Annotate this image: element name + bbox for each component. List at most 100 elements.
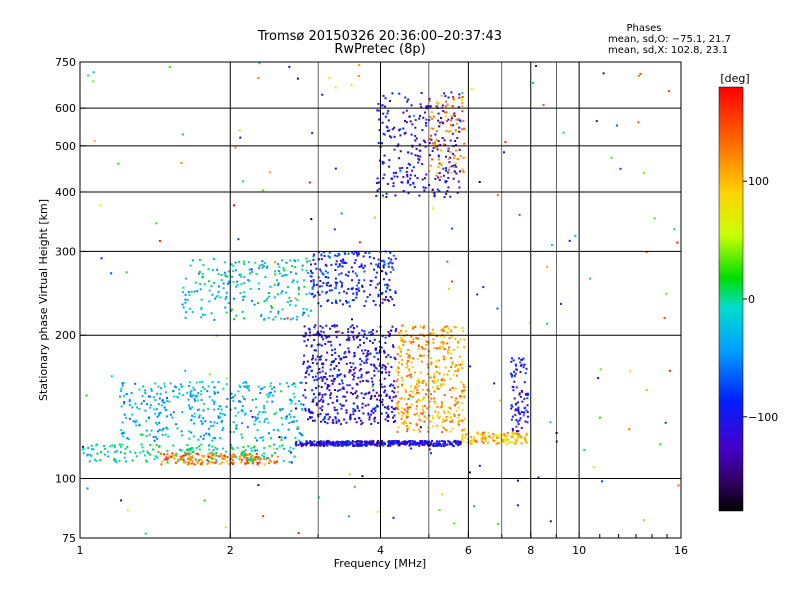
data-point <box>428 400 431 403</box>
data-point <box>447 168 450 171</box>
data-point <box>295 272 298 275</box>
data-point <box>299 433 302 435</box>
data-point <box>462 440 465 443</box>
data-point <box>386 298 389 301</box>
data-point <box>242 180 245 183</box>
data-point <box>457 340 460 343</box>
data-point <box>384 368 387 371</box>
data-point <box>413 186 416 189</box>
data-point <box>455 364 458 367</box>
data-point <box>330 361 333 363</box>
data-point <box>481 436 484 439</box>
data-point <box>140 402 143 405</box>
data-point <box>411 123 414 126</box>
data-point <box>227 280 230 283</box>
data-point <box>423 441 426 444</box>
data-point <box>232 448 235 451</box>
data-point <box>415 442 418 445</box>
data-point <box>357 335 360 337</box>
data-point <box>337 355 340 358</box>
colorbar-tick-label: −100 <box>748 411 778 424</box>
data-point <box>414 134 417 137</box>
data-point <box>510 418 513 421</box>
data-point <box>191 462 194 465</box>
data-point <box>351 393 354 396</box>
data-point <box>416 424 419 427</box>
data-point <box>436 101 439 104</box>
data-point <box>403 420 406 423</box>
data-point <box>512 386 515 389</box>
data-point <box>421 347 424 350</box>
data-point <box>362 397 365 399</box>
data-point <box>385 395 388 397</box>
data-point <box>199 381 201 384</box>
data-point <box>352 299 355 301</box>
data-point <box>321 393 324 396</box>
data-point <box>328 416 331 419</box>
data-point <box>392 171 395 174</box>
data-point <box>272 428 275 431</box>
data-point <box>213 392 216 395</box>
data-point <box>351 251 354 254</box>
data-point <box>92 80 95 83</box>
data-point <box>496 194 499 197</box>
data-point <box>419 114 421 117</box>
data-point <box>314 349 317 352</box>
data-point <box>305 443 308 446</box>
data-point <box>257 77 260 80</box>
data-point <box>432 115 435 118</box>
data-point <box>412 181 415 184</box>
data-point <box>343 251 346 254</box>
data-point <box>461 438 464 441</box>
data-point <box>517 430 520 433</box>
data-point <box>366 352 369 355</box>
data-point <box>354 409 357 412</box>
data-point <box>446 373 449 376</box>
data-point <box>314 358 317 361</box>
data-point <box>154 455 157 458</box>
data-point <box>410 447 413 450</box>
data-point <box>432 444 435 447</box>
data-point <box>365 442 368 445</box>
data-point <box>159 392 162 395</box>
data-point <box>188 385 191 387</box>
data-point <box>397 400 400 403</box>
data-point <box>425 105 428 108</box>
data-point <box>447 410 450 413</box>
data-point <box>463 127 466 130</box>
data-point <box>243 450 245 453</box>
data-point <box>172 453 175 456</box>
data-point <box>374 303 377 306</box>
data-point <box>378 281 381 284</box>
data-point <box>471 441 474 444</box>
data-point <box>266 393 269 396</box>
series-f2-cusp <box>375 91 462 199</box>
data-point <box>461 367 464 370</box>
data-point <box>406 408 409 411</box>
data-point <box>311 362 314 364</box>
data-point <box>127 438 130 440</box>
data-point <box>454 140 457 142</box>
data-point <box>312 354 314 357</box>
data-point <box>144 392 147 394</box>
data-point <box>333 409 336 412</box>
data-point <box>94 458 96 461</box>
data-point <box>318 371 321 374</box>
data-point <box>348 384 351 387</box>
data-point <box>384 271 387 274</box>
series-f-trace-lower <box>294 439 462 448</box>
data-point <box>428 100 431 102</box>
data-point <box>281 444 284 447</box>
data-point <box>273 460 276 463</box>
data-point <box>331 353 334 356</box>
data-point <box>212 453 215 456</box>
data-point <box>303 285 306 288</box>
data-point <box>333 444 336 447</box>
data-point <box>392 344 394 347</box>
data-point <box>436 443 439 446</box>
data-point <box>308 181 311 184</box>
data-point <box>88 460 91 463</box>
data-point <box>242 454 245 457</box>
data-point <box>422 411 425 414</box>
data-point <box>371 380 374 383</box>
